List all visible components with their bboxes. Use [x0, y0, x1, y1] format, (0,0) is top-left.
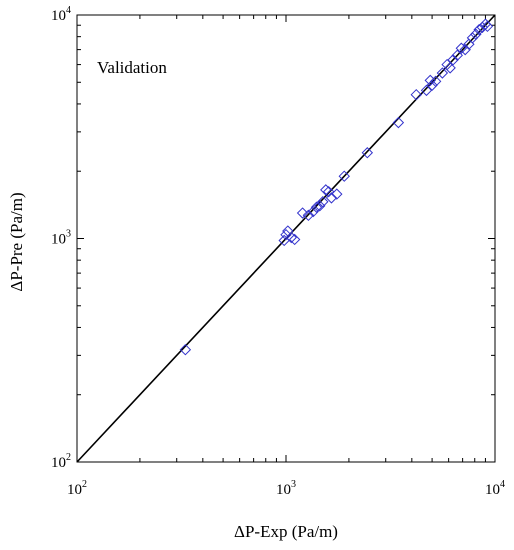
data-point — [444, 62, 456, 74]
data-point — [455, 42, 468, 54]
x-tick-label: 103 — [276, 479, 296, 498]
x-tick-label: 104 — [485, 479, 505, 498]
y-tick-label: 102 — [51, 452, 71, 471]
data-point — [310, 201, 323, 213]
y-axis-label: ΔP-Pre (Pa/m) — [7, 192, 26, 291]
x-axis-label: ΔP-Exp (Pa/m) — [234, 522, 338, 541]
y-tick-label-exponent: 3 — [66, 229, 71, 240]
data-point — [314, 200, 326, 212]
data-point — [451, 49, 463, 62]
data-point — [392, 116, 405, 129]
data-point — [459, 43, 471, 56]
y-tick-label: 103 — [51, 229, 71, 248]
data-point — [426, 79, 438, 91]
data-point — [317, 196, 329, 208]
x-tick-label: 102 — [67, 479, 87, 498]
data-point — [436, 67, 449, 79]
data-point — [285, 231, 297, 244]
data-point — [179, 344, 192, 356]
chart-annotation: Validation — [97, 58, 167, 77]
data-point — [447, 54, 459, 66]
y-tick-label: 104 — [51, 5, 71, 24]
plot-area: 102 103 104 102 103 104 — [51, 5, 505, 498]
data-point — [470, 28, 482, 40]
data-point — [280, 228, 292, 241]
data-point — [320, 184, 332, 196]
y-tick-label-exponent: 4 — [66, 5, 71, 16]
data-point — [288, 233, 301, 246]
data-point — [302, 209, 315, 222]
x-tick-label-exponent: 2 — [82, 479, 87, 490]
data-point — [429, 75, 442, 88]
x-tick-label-exponent: 4 — [500, 479, 505, 490]
x-tick-label-exponent: 3 — [291, 479, 296, 490]
data-point — [338, 170, 350, 182]
data-point — [441, 58, 453, 71]
data-point — [473, 23, 485, 36]
data-point — [296, 207, 309, 219]
data-point — [410, 88, 422, 101]
data-point — [420, 84, 433, 97]
reference-line — [76, 14, 496, 463]
data-point — [325, 192, 338, 204]
data-point — [476, 21, 489, 34]
data-point — [322, 185, 335, 198]
data-point — [307, 205, 319, 218]
data-point — [331, 188, 343, 200]
data-point — [361, 147, 374, 159]
data-point — [481, 20, 494, 33]
data-point — [466, 32, 479, 44]
y-tick-label-exponent: 2 — [66, 452, 71, 463]
